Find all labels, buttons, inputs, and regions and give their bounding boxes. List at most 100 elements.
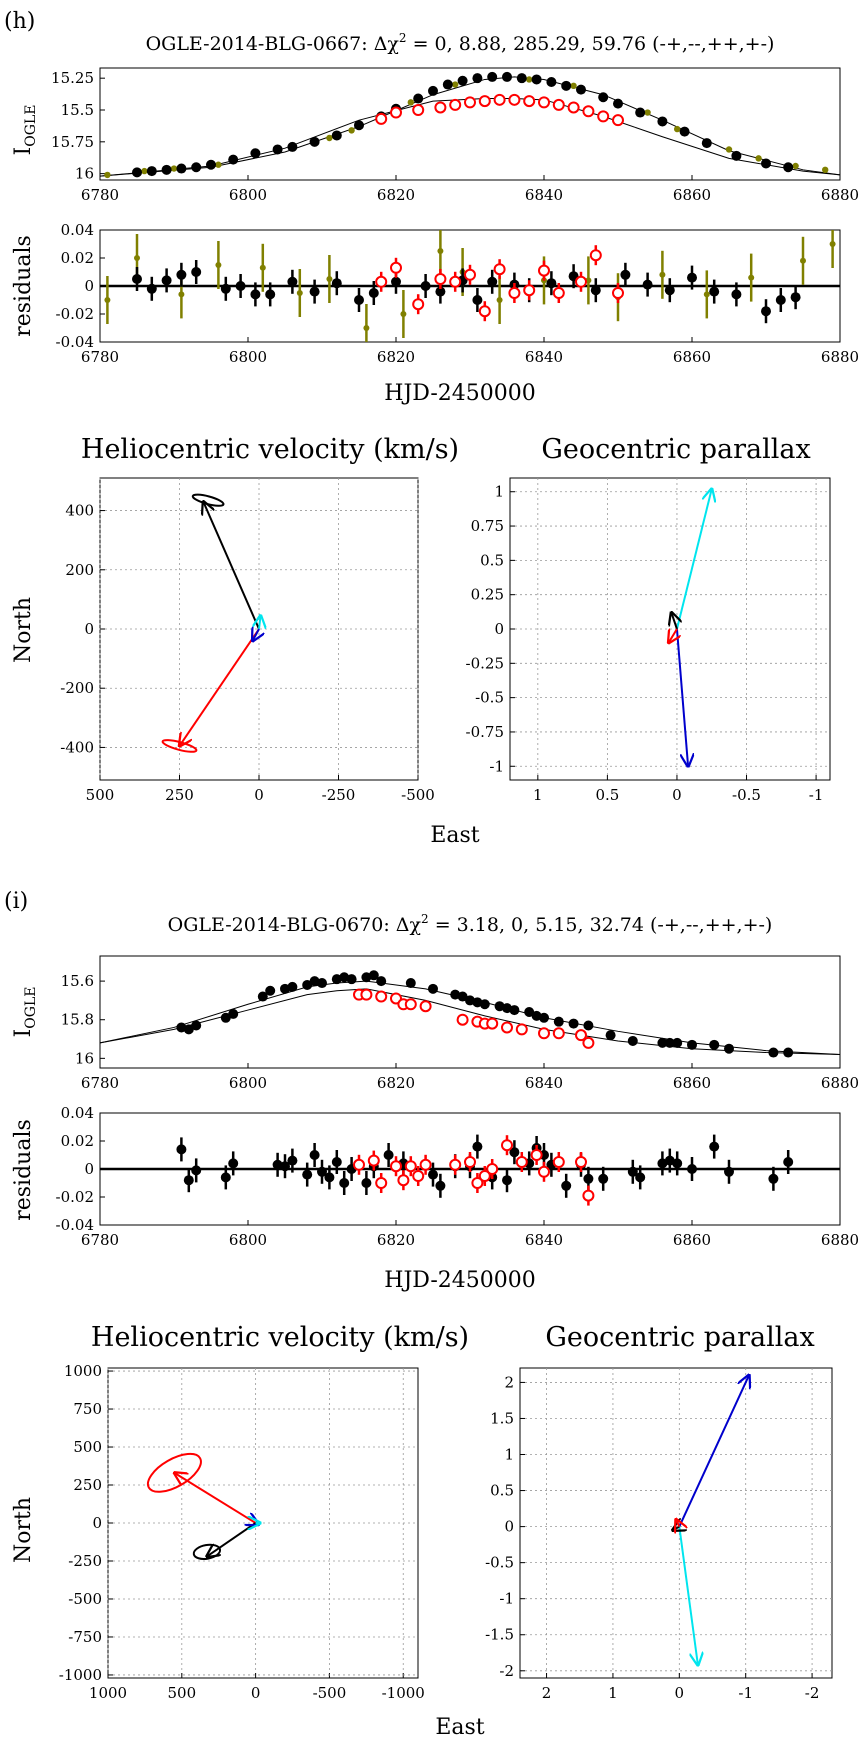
h_velocity-ytick-label: 0 xyxy=(84,620,94,638)
i_residuals-spitzer-point xyxy=(501,1139,513,1152)
i_residuals-ogle-point xyxy=(183,1175,194,1186)
h_lightcurve-other-point xyxy=(452,81,459,88)
i_residuals-spitzer-point xyxy=(375,1177,388,1189)
i_residuals-ytick-label: 0.04 xyxy=(61,1104,94,1122)
i_residuals-ogle-point xyxy=(302,1169,313,1180)
i_residuals-ogle-point xyxy=(272,1159,283,1170)
h_residuals-ogle-point xyxy=(709,286,720,297)
i_parallax-ytick-label: -2 xyxy=(499,1662,514,1680)
h_lightcurve-spitzer-point xyxy=(538,96,550,109)
h_residuals-ytick-label: -0.02 xyxy=(56,305,94,323)
h_lightcurve-other-point xyxy=(326,134,333,142)
i_lightcurve-xtick-label: 6860 xyxy=(673,1074,711,1092)
i_residuals-ogle-point xyxy=(627,1166,638,1177)
i_lightcurve-spitzer-point xyxy=(538,1027,550,1040)
h_residuals-ogle-point xyxy=(161,275,172,286)
h_velocity-black-ellipse xyxy=(191,493,225,507)
i_lightcurve-ogle-point xyxy=(539,1012,549,1023)
h_residuals-ogle-point xyxy=(331,278,342,289)
i_parallax-xtick-label: 0 xyxy=(675,1684,685,1702)
i_residuals-spitzer-point xyxy=(486,1163,499,1175)
h_lightcurve-ytick-label: 15.75 xyxy=(51,133,94,151)
h_parallax-ytick-label: 0.5 xyxy=(480,551,504,569)
h_residuals-other-point xyxy=(659,271,666,278)
panel-i-title: OGLE-2014-BLG-0670: Δχ2 = 3.18, 0, 5.15,… xyxy=(168,912,773,936)
i-lightcurve-ylabel: IOGLE xyxy=(11,987,39,1038)
i_velocity-ytick-label: -500 xyxy=(68,1590,102,1608)
i_lightcurve-ogle-point xyxy=(687,1039,697,1050)
h_lightcurve-ytick-label: 15.25 xyxy=(51,69,94,87)
i_residuals-ogle-point xyxy=(509,1147,520,1158)
h_residuals-spitzer-point xyxy=(612,287,624,299)
h_lightcurve-other-point xyxy=(141,167,148,175)
i-velocity-title: Heliocentric velocity (km/s) xyxy=(91,1322,469,1353)
h_lightcurve-ogle-point xyxy=(502,71,512,82)
h_residuals-ogle-point xyxy=(191,267,202,277)
h_lightcurve-spitzer-point xyxy=(375,112,388,125)
h_lightcurve-ogle-point xyxy=(191,162,202,173)
h_residuals-ogle-point xyxy=(472,295,483,305)
i_lightcurve-ogle-point xyxy=(191,1020,202,1031)
h-parallax-plot: 1 0.5 0 -0.5 -1 1 0.75 0.5 0.25 0 -0.25 -0.5 -0.75 -1 xyxy=(466,477,831,804)
h_lightcurve-ogle-point xyxy=(487,71,498,82)
i_velocity-red-ellipse xyxy=(146,1452,202,1493)
h_parallax-ytick-label: -0.5 xyxy=(475,689,504,707)
h_lightcurve-spitzer-point xyxy=(390,106,402,119)
i_residuals-spitzer-point xyxy=(471,1177,484,1189)
i_velocity-red-arrow xyxy=(174,1473,257,1524)
i_lightcurve-spitzer-point xyxy=(486,1017,499,1030)
h_lightcurve-ytick-label: 16 xyxy=(75,165,94,183)
i-residuals-ylabel: residuals xyxy=(11,1119,36,1221)
i_lightcurve-ogle-point xyxy=(672,1037,683,1048)
i_lightcurve-ogle-point xyxy=(428,983,438,994)
h_lightcurve-spitzer-point xyxy=(582,105,595,118)
h_velocity-red-ellipse xyxy=(161,739,198,753)
h_lightcurve-xtick-label: 6840 xyxy=(525,186,563,204)
h_velocity-xtick-label: -500 xyxy=(401,786,435,804)
i-lightcurve-frame xyxy=(99,955,841,1069)
h_lightcurve-ogle-point xyxy=(701,138,712,149)
i-lightcurve-plot: 6780 6800 6820 6840 6860 6880 15.6 15.8 16 xyxy=(61,955,859,1092)
h_residuals-ytick-label: 0 xyxy=(84,277,94,295)
h_lightcurve-ogle-point xyxy=(206,159,216,170)
h_residuals-other-point xyxy=(178,291,185,298)
i_residuals-ogle-point xyxy=(339,1178,350,1188)
i_lightcurve-spitzer-point xyxy=(582,1036,595,1049)
i-parallax-plot: 2 1 0 -1 -2 2 1.5 1 0.5 0 -0.5 -1 -1.5 -2 xyxy=(485,1367,833,1702)
h_residuals-spitzer-point xyxy=(589,249,602,262)
i_residuals-ogle-point xyxy=(724,1166,734,1177)
h_lightcurve-xtick-label: 6880 xyxy=(821,186,859,204)
i_parallax-xtick-label: -2 xyxy=(805,1684,820,1702)
h_lightcurve-spitzer-point xyxy=(464,96,476,109)
i_parallax-ytick-label: 2 xyxy=(504,1373,514,1391)
h_lightcurve-spitzer-point xyxy=(612,114,624,127)
h_lightcurve-ytick-label: 15.5 xyxy=(61,101,94,119)
i_residuals-ogle-point xyxy=(435,1180,446,1191)
h_residuals-other-point xyxy=(800,257,806,264)
i_residuals-spitzer-point xyxy=(353,1158,365,1171)
h_lightcurve-ogle-point xyxy=(783,162,794,173)
i_parallax-ytick-label: 1 xyxy=(504,1446,514,1464)
i_residuals-xtick-label: 6840 xyxy=(525,1231,563,1249)
h_residuals-spitzer-point xyxy=(538,264,550,277)
h-east-label: East xyxy=(430,823,479,848)
h_lightcurve-other-point xyxy=(104,171,111,179)
i-velocity-plot: 1000 500 0 -500 -100010007505002500-250-500-… xyxy=(59,1362,425,1702)
i_parallax-ytick-label: 0 xyxy=(504,1518,514,1536)
h_lightcurve-other-point xyxy=(674,125,681,133)
i_residuals-ogle-point xyxy=(331,1157,342,1167)
h_lightcurve-ogle-point xyxy=(472,73,483,84)
h_residuals-ogle-point xyxy=(309,286,320,297)
i_velocity-ytick-label: 750 xyxy=(73,1400,102,1418)
i_residuals-ogle-point xyxy=(768,1173,779,1184)
i_parallax-ytick-label: -1 xyxy=(499,1590,514,1608)
h_lightcurve-other-point xyxy=(644,109,651,116)
h_lightcurve-ogle-point xyxy=(413,93,424,104)
i_lightcurve-ogle-point xyxy=(405,978,416,989)
h_parallax-xtick-label: 1 xyxy=(533,786,543,804)
i_velocity-xtick-label: 0 xyxy=(251,1684,261,1702)
h_residuals-ogle-point xyxy=(391,276,401,287)
h_residuals-ogle-point xyxy=(790,292,801,303)
h_residuals-ogle-point xyxy=(590,285,601,296)
i_velocity-ytick-label: 500 xyxy=(73,1438,102,1456)
